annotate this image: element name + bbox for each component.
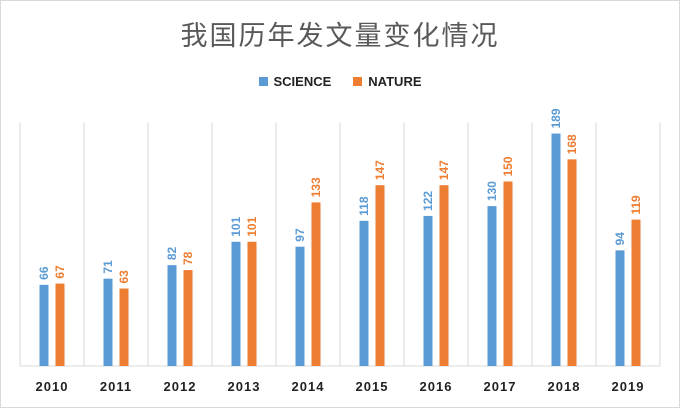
data-label-science-2018: 189 (549, 108, 563, 128)
bar-science-2010 (39, 284, 49, 366)
x-tick-label-2015: 2015 (356, 379, 389, 394)
bar-nature-2012 (183, 270, 193, 366)
bar-science-2016 (423, 215, 433, 366)
data-label-nature-2010: 67 (53, 265, 67, 279)
chart-title: 我国历年发文量变化情况 (180, 21, 500, 52)
bar-nature-2011 (119, 288, 129, 366)
data-label-nature-2011: 63 (117, 270, 131, 284)
data-label-science-2012: 82 (165, 246, 179, 260)
bar-nature-2016 (439, 185, 449, 366)
data-label-nature-2014: 133 (309, 177, 323, 197)
x-tick-label-2019: 2019 (612, 379, 645, 394)
data-label-nature-2019: 119 (629, 195, 643, 215)
bar-science-2013 (231, 241, 241, 366)
data-label-science-2019: 94 (613, 232, 627, 246)
bar-science-2017 (487, 206, 497, 366)
bar-nature-2015 (375, 185, 385, 366)
x-tick-label-2010: 2010 (36, 379, 69, 394)
legend-swatch-science (258, 77, 268, 86)
data-label-science-2011: 71 (101, 260, 115, 274)
data-label-nature-2015: 147 (373, 160, 387, 180)
x-tick-label-2011: 2011 (100, 379, 132, 394)
x-tick-label-2016: 2016 (420, 379, 453, 394)
bar-nature-2018 (567, 159, 577, 366)
data-label-nature-2013: 101 (245, 216, 259, 236)
bar-nature-2019 (631, 219, 641, 366)
legend-item-science: SCIENCE (258, 74, 332, 89)
x-tick-label-2012: 2012 (164, 379, 197, 394)
bar-science-2011 (103, 278, 113, 366)
bar-science-2019 (615, 250, 625, 366)
legend-item-nature: NATURE (353, 74, 422, 89)
x-tick-label-2014: 2014 (292, 379, 325, 394)
data-label-nature-2018: 168 (565, 134, 579, 154)
bar-nature-2014 (311, 202, 321, 366)
bar-science-2015 (359, 220, 369, 366)
bar-science-2012 (167, 265, 177, 366)
data-label-science-2010: 66 (37, 266, 51, 280)
data-label-science-2016: 122 (421, 191, 435, 211)
data-label-science-2013: 101 (229, 216, 243, 236)
data-label-nature-2017: 150 (501, 156, 515, 176)
chart-legend: SCIENCE NATURE (0, 74, 680, 89)
bar-nature-2013 (247, 241, 257, 366)
bar-science-2018 (551, 133, 561, 366)
data-label-science-2014: 97 (293, 228, 307, 242)
legend-label-science: SCIENCE (273, 74, 332, 89)
bar-science-2014 (295, 246, 305, 366)
x-tick-label-2017: 2017 (484, 379, 517, 394)
bar-nature-2017 (503, 181, 513, 366)
legend-label-nature: NATURE (368, 74, 422, 89)
data-label-science-2015: 118 (357, 196, 371, 216)
x-tick-label-2013: 2013 (228, 379, 261, 394)
data-label-nature-2012: 78 (181, 251, 195, 265)
bar-nature-2010 (55, 283, 65, 366)
data-label-nature-2016: 147 (437, 160, 451, 180)
legend-swatch-nature (353, 77, 363, 86)
data-label-science-2017: 130 (485, 181, 499, 201)
x-tick-label-2018: 2018 (548, 379, 581, 394)
